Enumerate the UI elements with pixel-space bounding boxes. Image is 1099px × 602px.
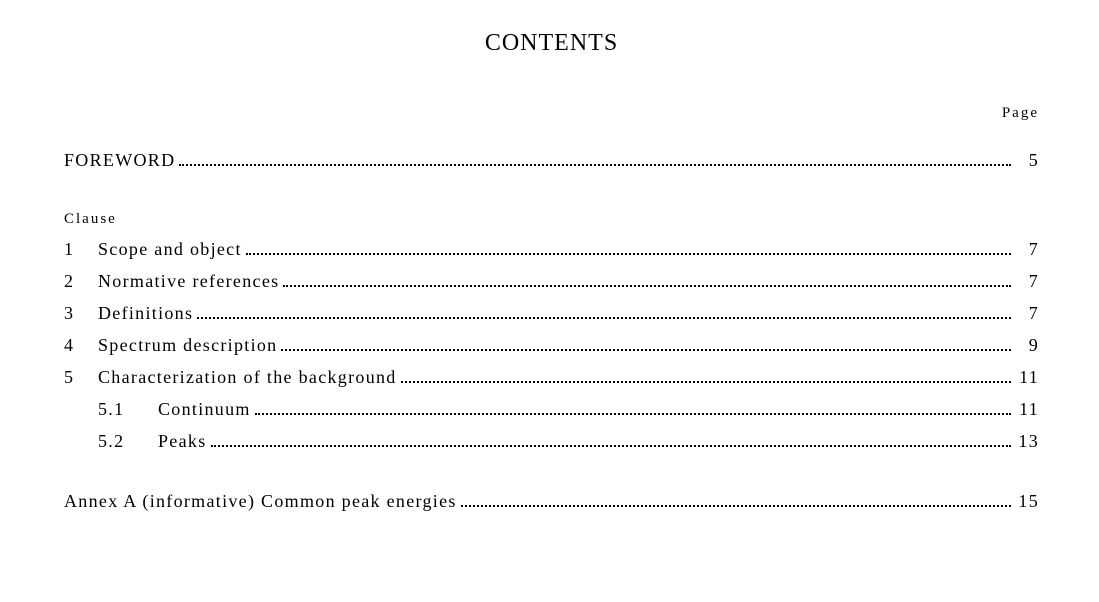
toc-entry-clause: 5 Characterization of the background 11 xyxy=(64,361,1039,393)
clause-number: 3 xyxy=(64,297,98,329)
toc-page-num: 11 xyxy=(1015,393,1039,425)
toc-entry-foreword: FOREWORD 5 xyxy=(64,144,1039,176)
toc-page-num: 11 xyxy=(1015,361,1039,393)
toc-page-num: 7 xyxy=(1015,297,1039,329)
toc-entry-subclause: 5.1 Continuum 11 xyxy=(64,393,1039,425)
spacer xyxy=(64,176,1039,206)
page-column-header: Page xyxy=(64,105,1039,122)
clause-header-row: Clause xyxy=(64,206,1039,233)
toc-label: FOREWORD xyxy=(64,144,175,176)
spacer xyxy=(64,457,1039,485)
clause-number: 1 xyxy=(64,233,98,265)
toc-entry-clause: 4 Spectrum description 9 xyxy=(64,329,1039,361)
subclause-number: 5.2 xyxy=(98,425,158,457)
toc-page-num: 5 xyxy=(1015,144,1039,176)
toc-label: Definitions xyxy=(98,297,193,329)
toc-label: Spectrum description xyxy=(98,329,277,361)
toc-page-num: 9 xyxy=(1015,329,1039,361)
contents-title: CONTENTS xyxy=(64,30,1039,57)
clause-number: 2 xyxy=(64,265,98,297)
dot-leader xyxy=(246,243,1011,255)
dot-leader xyxy=(179,154,1011,166)
toc-page-num: 15 xyxy=(1015,485,1039,517)
dot-leader xyxy=(211,435,1012,447)
toc-entry-clause: 2 Normative references 7 xyxy=(64,265,1039,297)
dot-leader xyxy=(255,403,1011,415)
dot-leader xyxy=(281,339,1011,351)
toc-label: Annex A (informative) Common peak energi… xyxy=(64,485,457,517)
clause-number: 5 xyxy=(64,361,98,393)
toc-page-num: 7 xyxy=(1015,265,1039,297)
toc-entry-clause: 1 Scope and object 7 xyxy=(64,233,1039,265)
dot-leader xyxy=(461,495,1011,507)
clause-number: 4 xyxy=(64,329,98,361)
subclause-number: 5.1 xyxy=(98,393,158,425)
toc-label: Continuum xyxy=(158,393,251,425)
toc-entry-clause: 3 Definitions 7 xyxy=(64,297,1039,329)
toc-page: CONTENTS Page FOREWORD 5 Clause 1 Scope … xyxy=(0,0,1099,602)
toc-label: Peaks xyxy=(158,425,207,457)
toc-label: Normative references xyxy=(98,265,279,297)
dot-leader xyxy=(197,307,1011,319)
dot-leader xyxy=(283,275,1011,287)
toc-page-num: 7 xyxy=(1015,233,1039,265)
toc-entry-subclause: 5.2 Peaks 13 xyxy=(64,425,1039,457)
toc-page-num: 13 xyxy=(1015,425,1039,457)
toc-entry-annex: Annex A (informative) Common peak energi… xyxy=(64,485,1039,517)
clause-header-label: Clause xyxy=(64,206,117,233)
toc-label: Characterization of the background xyxy=(98,361,397,393)
toc-label: Scope and object xyxy=(98,233,242,265)
dot-leader xyxy=(401,371,1011,383)
